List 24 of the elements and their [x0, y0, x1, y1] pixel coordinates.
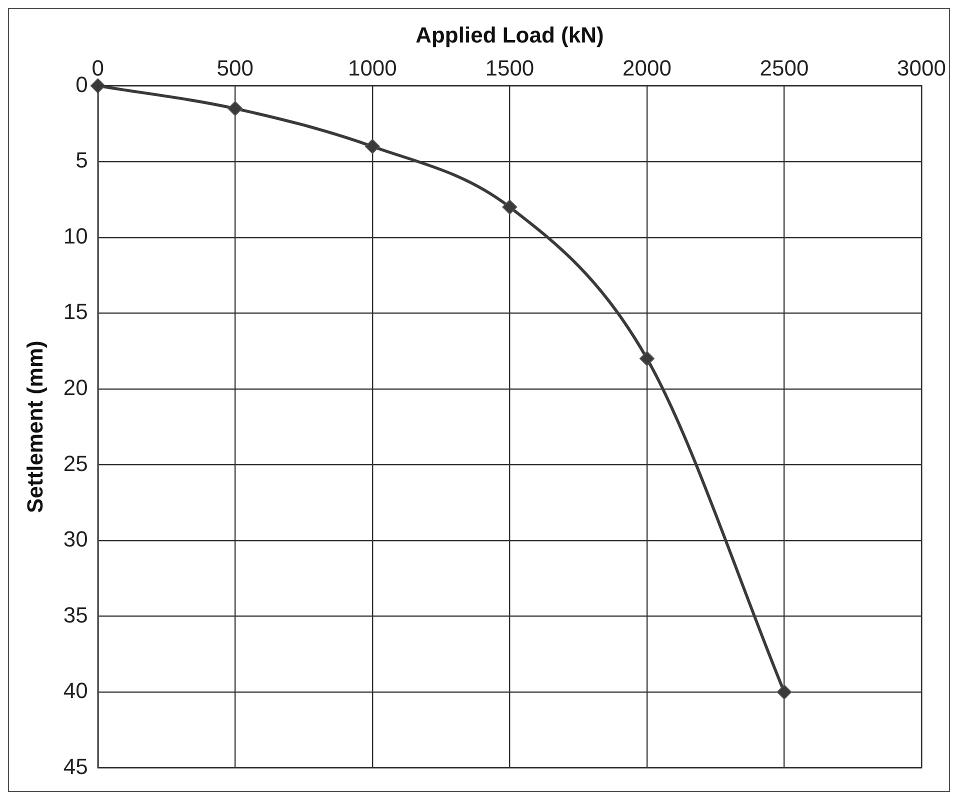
x-tick-label: 2500: [760, 56, 809, 81]
x-tick-label: 1000: [348, 56, 397, 81]
y-tick-label: 15: [63, 299, 88, 324]
y-axis-title: Settlement (mm): [22, 340, 48, 513]
point: [364, 138, 380, 154]
y-tick-label: 0: [76, 72, 88, 97]
point: [502, 200, 518, 215]
point: [776, 684, 792, 700]
y-tick-label: 30: [63, 526, 88, 552]
point: [639, 351, 654, 366]
y-tick-label: 40: [63, 678, 88, 704]
x-tick-label: 2000: [622, 56, 672, 81]
x-axis-title: Applied Load (kN): [416, 22, 604, 48]
y-tick-label: 35: [63, 602, 88, 628]
x-tick-label: 0: [92, 56, 104, 81]
x-tick-label: 500: [216, 56, 254, 81]
y-tick-label: 20: [63, 374, 88, 400]
y-tick-label: 5: [76, 148, 88, 173]
x-tick-label: 3000: [897, 56, 946, 81]
x-tick-label: 1500: [485, 56, 534, 81]
y-tick-label: 10: [63, 223, 88, 248]
point: [228, 101, 243, 116]
y-tick-label: 25: [63, 450, 88, 476]
y-tick-label: 45: [63, 754, 88, 779]
